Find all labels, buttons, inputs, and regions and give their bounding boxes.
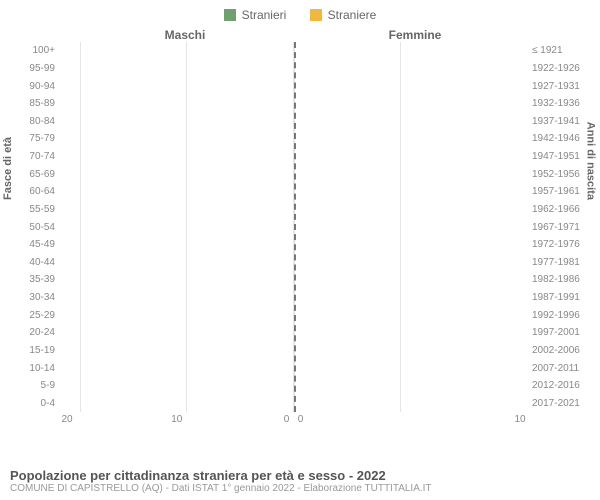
bar-row	[60, 254, 527, 272]
y-tick-age: 85-89	[5, 95, 60, 113]
y-tick-age: 20-24	[5, 324, 60, 342]
x-tick: 0	[294, 414, 308, 425]
legend-label-male: Stranieri	[242, 8, 287, 22]
bar-row	[60, 95, 527, 113]
bar-row	[60, 148, 527, 166]
x-tick: 20	[60, 414, 74, 425]
x-axis: 20 10 0 0 10	[0, 412, 600, 425]
y-axis-right-title: Anni di nascita	[584, 122, 596, 200]
y-tick-birth: 2017-2021	[527, 395, 595, 413]
y-tick-age: 15-19	[5, 342, 60, 360]
y-tick-birth: 1927-1931	[527, 77, 595, 95]
y-tick-age: 35-39	[5, 271, 60, 289]
y-axis-birthyear: ≤ 19211922-19261927-19311932-19361937-19…	[527, 42, 595, 412]
x-tick: 10	[170, 414, 184, 425]
y-tick-birth: 1992-1996	[527, 306, 595, 324]
y-tick-age: 25-29	[5, 306, 60, 324]
y-tick-age: 5-9	[5, 377, 60, 395]
bar-row	[60, 42, 527, 60]
header-male: Maschi	[70, 28, 300, 42]
column-headers: Maschi Femmine	[0, 24, 600, 42]
bar-row	[60, 377, 527, 395]
chart-footer: Popolazione per cittadinanza straniera p…	[10, 468, 590, 494]
bar-row	[60, 271, 527, 289]
y-tick-age: 80-84	[5, 113, 60, 131]
bar-row	[60, 324, 527, 342]
x-tick: 0	[280, 414, 294, 425]
header-female: Femmine	[300, 28, 530, 42]
y-tick-birth: 1932-1936	[527, 95, 595, 113]
y-tick-birth: ≤ 1921	[527, 42, 595, 60]
bar-row	[60, 395, 527, 413]
y-tick-age: 40-44	[5, 254, 60, 272]
y-tick-age: 100+	[5, 42, 60, 60]
y-tick-birth: 2002-2006	[527, 342, 595, 360]
y-tick-age: 95-99	[5, 60, 60, 78]
bar-row	[60, 113, 527, 131]
bars-container	[60, 42, 527, 412]
y-axis-left-title: Fasce di età	[2, 137, 14, 200]
legend-item-male: Stranieri	[224, 8, 287, 22]
bar-row	[60, 342, 527, 360]
y-tick-birth: 1997-2001	[527, 324, 595, 342]
y-axis-age: 100+95-9990-9485-8980-8475-7970-7465-696…	[5, 42, 60, 412]
y-tick-age: 10-14	[5, 359, 60, 377]
y-tick-birth: 2012-2016	[527, 377, 595, 395]
bar-row	[60, 218, 527, 236]
y-tick-age: 0-4	[5, 395, 60, 413]
population-pyramid-chart: 100+95-9990-9485-8980-8475-7970-7465-696…	[0, 42, 600, 412]
y-tick-age: 45-49	[5, 236, 60, 254]
bar-row	[60, 130, 527, 148]
bar-row	[60, 60, 527, 78]
y-tick-birth: 1977-1981	[527, 254, 595, 272]
y-tick-age: 30-34	[5, 289, 60, 307]
y-tick-birth: 1922-1926	[527, 60, 595, 78]
bar-row	[60, 306, 527, 324]
chart-title: Popolazione per cittadinanza straniera p…	[10, 468, 590, 483]
y-tick-birth: 1987-1991	[527, 289, 595, 307]
bar-row	[60, 77, 527, 95]
y-tick-age: 90-94	[5, 77, 60, 95]
y-tick-age: 50-54	[5, 218, 60, 236]
legend-label-female: Straniere	[328, 8, 377, 22]
bar-row	[60, 183, 527, 201]
chart-source: COMUNE DI CAPISTRELLO (AQ) - Dati ISTAT …	[10, 483, 590, 494]
legend-swatch-male	[224, 9, 236, 21]
bar-row	[60, 236, 527, 254]
legend-swatch-female	[310, 9, 322, 21]
x-tick: 10	[513, 414, 527, 425]
bar-row	[60, 165, 527, 183]
y-tick-birth: 1962-1966	[527, 201, 595, 219]
y-tick-birth: 1967-1971	[527, 218, 595, 236]
y-tick-birth: 1982-1986	[527, 271, 595, 289]
x-axis-left: 20 10 0	[60, 414, 294, 425]
y-tick-age: 55-59	[5, 201, 60, 219]
bar-row	[60, 289, 527, 307]
legend-item-female: Straniere	[310, 8, 377, 22]
x-axis-right: 0 10	[294, 414, 528, 425]
y-tick-birth: 1972-1976	[527, 236, 595, 254]
plot-area	[60, 42, 527, 412]
bar-row	[60, 201, 527, 219]
y-tick-birth: 2007-2011	[527, 359, 595, 377]
bar-row	[60, 359, 527, 377]
legend: Stranieri Straniere	[0, 0, 600, 24]
